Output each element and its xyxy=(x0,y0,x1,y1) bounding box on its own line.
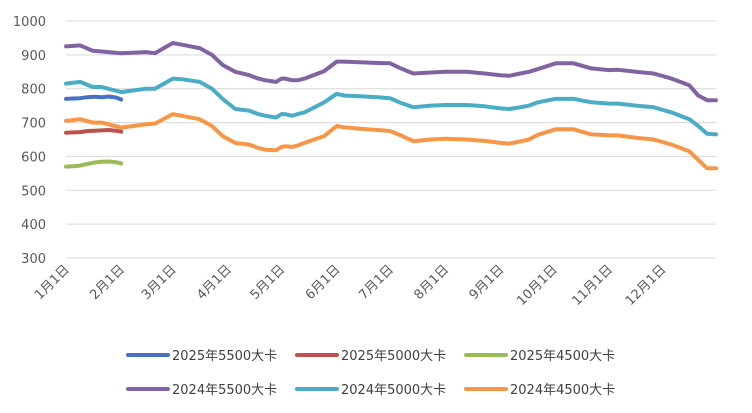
legend-label: 2025年5500大卡 xyxy=(172,349,277,364)
x-tick-label: 11月1日 xyxy=(569,262,616,309)
series-line xyxy=(64,128,124,135)
x-axis-ticks: 1月1日 2月1日 3月1日 4月1日 5月1日 6月1日 7月1日 8月1日 9月1日 10月1… xyxy=(32,262,669,309)
x-tick-label: 7月1日 xyxy=(356,262,397,303)
series-line xyxy=(64,94,124,102)
legend-label: 2024年5500大卡 xyxy=(172,383,277,398)
y-tick-label: 800 xyxy=(21,83,46,98)
series-lines xyxy=(64,41,718,171)
x-tick-label: 4月1日 xyxy=(194,262,235,303)
x-tick-label: 5月1日 xyxy=(248,262,289,303)
legend-label: 2025年5000大卡 xyxy=(341,349,446,364)
legend-label: 2024年5000大卡 xyxy=(341,383,446,398)
x-tick-label: 10月1日 xyxy=(514,262,561,309)
x-tick-label: 1月1日 xyxy=(32,262,73,303)
x-tick-label: 8月1日 xyxy=(411,262,452,303)
x-tick-label: 2月1日 xyxy=(87,262,128,303)
y-axis-ticks: 300 400 500 600 700 800 900 1000 xyxy=(13,15,46,267)
x-tick-label: 6月1日 xyxy=(303,262,344,303)
y-tick-label: 400 xyxy=(21,218,46,233)
series-line xyxy=(64,41,718,103)
legend-label: 2024年4500大卡 xyxy=(510,383,615,398)
y-tick-label: 300 xyxy=(21,252,46,267)
grid-lines xyxy=(66,20,716,259)
legend: 2025年5500大卡 2025年5000大卡 2025年4500大卡 2024年55… xyxy=(126,349,615,398)
series-line xyxy=(64,76,718,137)
y-tick-label: 900 xyxy=(21,49,46,64)
x-tick-label: 12月1日 xyxy=(623,262,670,309)
y-tick-label: 500 xyxy=(21,184,46,199)
series-line xyxy=(64,159,124,169)
y-tick-label: 1000 xyxy=(13,15,46,30)
series-line xyxy=(64,112,718,171)
x-tick-label: 3月1日 xyxy=(139,262,180,303)
y-tick-label: 700 xyxy=(21,117,46,132)
x-tick-label: 9月1日 xyxy=(467,262,508,303)
y-tick-label: 600 xyxy=(21,150,46,165)
legend-label: 2025年4500大卡 xyxy=(510,349,615,364)
